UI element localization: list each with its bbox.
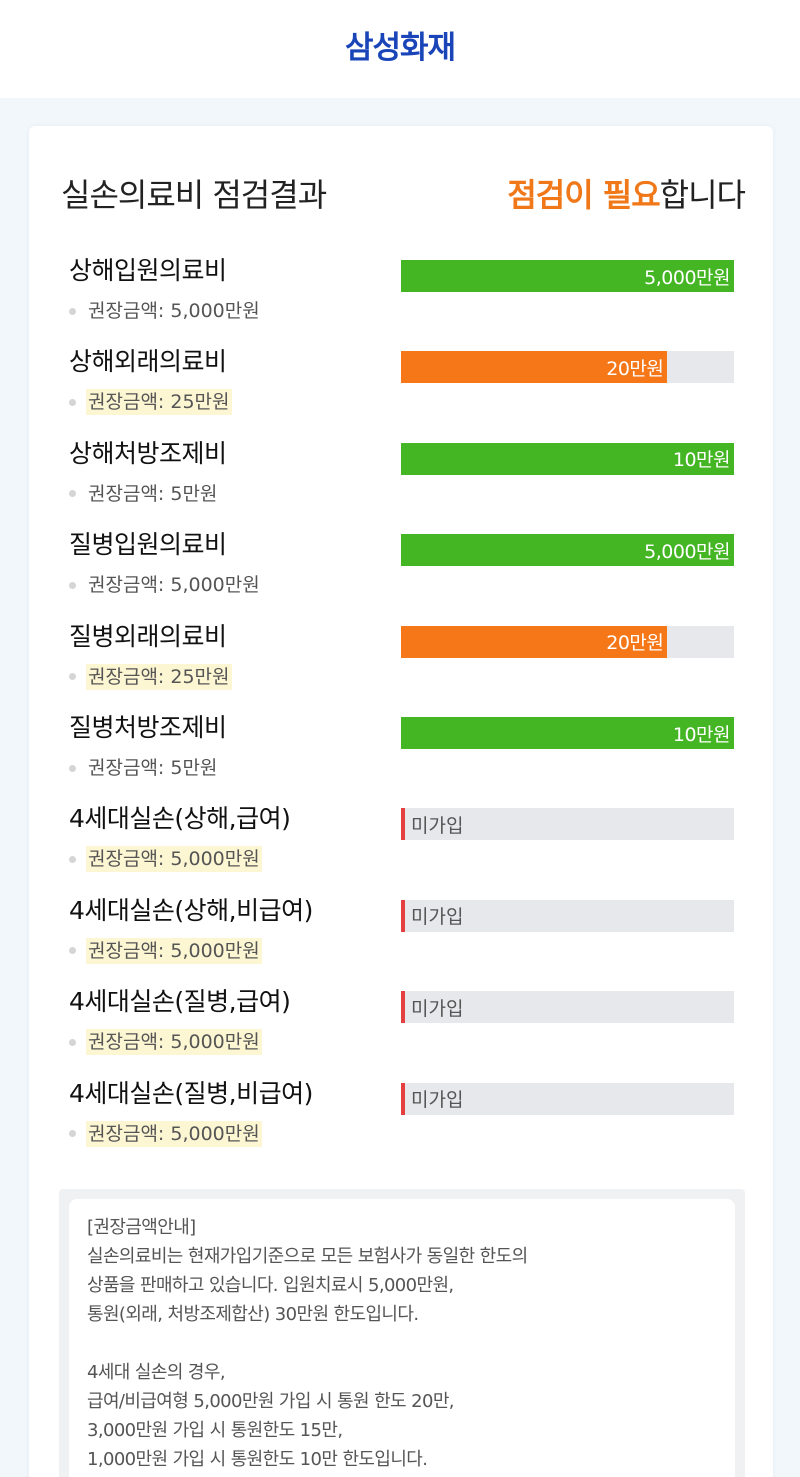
bullet-icon	[69, 398, 76, 406]
coverage-bar: 미가입	[401, 991, 734, 1024]
coverage-name: 질병입원의료비	[69, 530, 227, 560]
recommended-amount-text: 권장금액: 5만원	[88, 482, 218, 505]
not-enrolled-label: 미가입	[401, 899, 463, 932]
recommended-amount: 권장금액: 25만원	[69, 663, 232, 690]
recommended-amount-text: 권장금액: 25만원	[86, 663, 232, 690]
coverage-name: 상해처방조제비	[69, 438, 227, 468]
recommended-amount-text: 권장금액: 5,000만원	[88, 574, 260, 597]
recommend-info-content: [권장금액안내] 실손의료비는 현재가입기준으로 모든 보험사가 동일한 한도의…	[69, 1199, 735, 1477]
coverage-bar: 미가입	[401, 1082, 734, 1115]
coverage-bar: 5,000만원	[401, 534, 734, 567]
not-enrolled-label: 미가입	[401, 1082, 463, 1115]
recommended-amount-text: 권장금액: 5,000만원	[88, 300, 260, 322]
recommended-amount: 권장금액: 5,000만원	[69, 1120, 262, 1147]
coverage-bar: 미가입	[401, 899, 734, 932]
brand-logo[interactable]: 삼성화재	[344, 29, 456, 66]
spacer	[87, 1329, 717, 1358]
coverage-bar-fill: 20만원	[401, 625, 668, 658]
recommended-amount: 권장금액: 5,000만원	[69, 937, 262, 964]
recommended-amount: 권장금액: 5만원	[69, 755, 219, 781]
result-status: 점검이 필요합니다	[507, 170, 746, 216]
coverage-name: 4세대실손(질병,비급여)	[69, 1078, 313, 1108]
info-line: 상품을 판매하고 있습니다. 입원치료시 5,000만원,	[87, 1275, 454, 1296]
bullet-icon	[69, 947, 76, 955]
bullet-icon	[69, 1130, 76, 1138]
recommended-amount-text: 권장금액: 25만원	[86, 389, 232, 416]
not-enrolled-label: 미가입	[401, 991, 463, 1024]
recommended-amount: 권장금액: 5,000만원	[69, 298, 262, 324]
not-enrolled-label: 미가입	[401, 808, 463, 841]
coverage-row: 4세대실손(질병,급여) 권장금액: 5,000만원 미가입	[69, 985, 739, 1076]
bullet-icon	[69, 855, 76, 863]
coverage-bar: 10만원	[401, 717, 734, 749]
coverage-amount: 5,000만원	[644, 540, 730, 563]
recommend-info-title: [권장금액안내]	[87, 1217, 196, 1238]
coverage-name: 상해입원의료비	[69, 256, 227, 285]
recommended-amount-text: 권장금액: 5,000만원	[86, 937, 262, 964]
coverage-name: 상해외래의료비	[69, 347, 227, 377]
recommended-amount: 권장금액: 5,000만원	[69, 1029, 262, 1056]
info-line: 실손의료비는 현재가입기준으로 모든 보험사가 동일한 한도의	[87, 1246, 528, 1267]
coverage-amount: 20만원	[606, 632, 664, 655]
coverage-row: 4세대실손(질병,비급여) 권장금액: 5,000만원 미가입	[69, 1077, 739, 1168]
coverage-name: 질병외래의료비	[69, 621, 227, 651]
info-line: 1,000만원 가입 시 통원한도 10만 한도입니다.	[87, 1449, 428, 1470]
result-status-accent: 점검이 필요	[507, 176, 660, 214]
bullet-icon	[69, 581, 76, 589]
recommended-amount-text: 권장금액: 5,000만원	[86, 1120, 262, 1147]
bullet-icon	[69, 1038, 76, 1046]
bullet-icon	[69, 673, 76, 681]
result-title: 실손의료비 점검결과	[61, 176, 327, 214]
coverage-bar: 10만원	[401, 442, 734, 475]
coverage-bar-fill: 20만원	[401, 351, 668, 384]
coverage-row: 4세대실손(상해,비급여) 권장금액: 5,000만원 미가입	[69, 894, 739, 985]
bullet-icon	[69, 307, 76, 315]
recommended-amount-text: 권장금액: 5,000만원	[86, 846, 262, 873]
coverage-bar-fill: 10만원	[401, 717, 734, 749]
coverage-amount: 10만원	[672, 449, 731, 472]
info-line: 3,000만원 가입 시 통원한도 15만,	[87, 1420, 343, 1441]
coverage-bar-fill: 5,000만원	[401, 534, 734, 567]
coverage-row: 4세대실손(상해,급여) 권장금액: 5,000만원 미가입	[69, 802, 739, 893]
recommended-amount: 권장금액: 5만원	[69, 481, 219, 507]
bullet-icon	[69, 764, 76, 772]
recommended-amount-text: 권장금액: 5,000만원	[86, 1029, 262, 1056]
info-line: 4세대 실손의 경우,	[87, 1362, 226, 1383]
coverage-bar: 20만원	[401, 351, 734, 384]
coverage-bar: 5,000만원	[401, 260, 734, 292]
coverage-name: 4세대실손(상해,비급여)	[69, 895, 313, 925]
coverage-bar-fill: 5,000만원	[401, 260, 734, 292]
coverage-name: 질병처방조제비	[69, 713, 227, 742]
bullet-icon	[69, 490, 76, 498]
coverage-amount: 10만원	[672, 723, 731, 746]
coverage-amount: 5,000만원	[644, 266, 730, 289]
recommend-info-box: [권장금액안내] 실손의료비는 현재가입기준으로 모든 보험사가 동일한 한도의…	[59, 1189, 745, 1477]
info-line: 통원(외래, 처방조제합산) 30만원 한도입니다.	[87, 1304, 419, 1325]
coverage-name: 4세대실손(질병,급여)	[69, 987, 291, 1017]
info-line: 급여/비급여형 5,000만원 가입 시 통원 한도 20만,	[87, 1391, 455, 1412]
recommended-amount: 권장금액: 5,000만원	[69, 846, 262, 873]
recommended-amount: 권장금액: 5,000만원	[69, 572, 262, 598]
coverage-bar: 20만원	[401, 625, 734, 658]
coverage-name: 4세대실손(상해,급여)	[69, 804, 291, 834]
app-header: 삼성화재	[0, 0, 800, 98]
recommended-amount: 권장금액: 25만원	[69, 389, 232, 416]
coverage-bar-fill: 10만원	[401, 442, 734, 475]
recommended-amount-text: 권장금액: 5만원	[88, 757, 218, 779]
result-status-suffix: 합니다	[659, 176, 746, 214]
coverage-bar: 미가입	[401, 808, 734, 841]
coverage-amount: 20만원	[606, 357, 664, 380]
